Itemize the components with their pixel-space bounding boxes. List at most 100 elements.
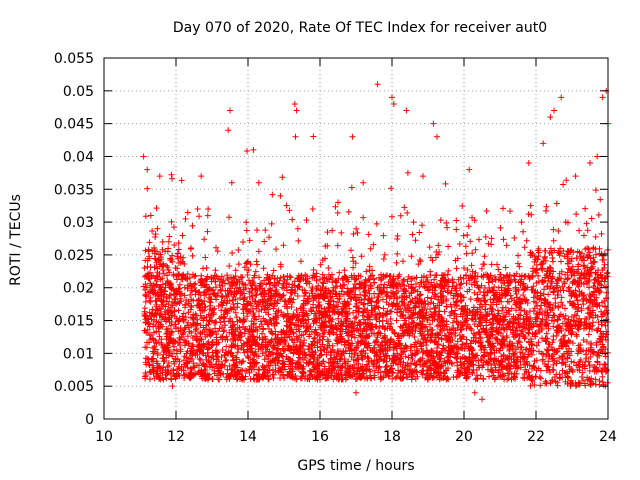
data-point	[401, 204, 408, 211]
data-point	[579, 369, 586, 376]
data-point	[222, 351, 229, 358]
data-point	[166, 233, 173, 240]
data-point	[367, 272, 374, 279]
data-point	[440, 345, 447, 352]
data-point	[279, 174, 286, 181]
data-point	[446, 312, 453, 319]
data-point	[226, 363, 233, 370]
data-point	[253, 258, 260, 265]
data-point	[448, 309, 455, 316]
data-point	[431, 276, 438, 283]
data-point	[243, 259, 250, 266]
data-point	[513, 290, 520, 297]
data-point	[603, 331, 610, 338]
data-point	[157, 365, 164, 372]
data-point	[354, 342, 361, 349]
data-point	[556, 375, 563, 382]
data-point	[523, 346, 530, 353]
data-point	[555, 249, 562, 256]
data-point	[510, 272, 517, 279]
data-point	[192, 272, 199, 279]
data-point	[450, 374, 457, 381]
data-point	[227, 315, 234, 322]
data-point	[423, 309, 430, 316]
data-point	[311, 334, 318, 341]
data-point	[469, 268, 476, 275]
data-point	[244, 313, 251, 320]
data-point	[463, 336, 470, 343]
data-point	[486, 284, 493, 291]
data-point	[486, 373, 493, 380]
data-point	[169, 175, 176, 182]
data-point	[394, 295, 401, 302]
data-point	[159, 281, 166, 288]
data-point	[592, 251, 599, 258]
data-point	[327, 348, 334, 355]
data-point	[438, 349, 445, 356]
data-point	[142, 213, 149, 220]
data-point	[515, 338, 522, 345]
data-point	[456, 285, 463, 292]
data-point	[216, 315, 223, 322]
data-point	[342, 326, 349, 333]
data-point	[561, 253, 568, 260]
data-point	[473, 372, 480, 379]
data-point	[240, 238, 247, 245]
data-point	[425, 287, 432, 294]
data-point	[310, 338, 317, 345]
data-point	[320, 280, 327, 287]
data-point	[557, 245, 564, 252]
data-point	[310, 266, 317, 273]
data-point	[527, 382, 534, 389]
data-point	[161, 358, 168, 365]
data-point	[592, 233, 599, 240]
data-point	[159, 267, 166, 274]
data-point	[169, 252, 176, 259]
data-point	[507, 292, 514, 299]
data-point	[331, 349, 338, 356]
data-point	[494, 261, 501, 268]
data-point	[372, 323, 379, 330]
data-point	[339, 282, 346, 289]
data-point	[354, 322, 361, 329]
data-point	[471, 289, 478, 296]
data-point	[590, 258, 597, 265]
data-point	[554, 316, 561, 323]
data-point	[489, 278, 496, 285]
data-point	[456, 240, 463, 247]
data-point	[191, 371, 198, 378]
data-point	[443, 220, 450, 227]
data-point	[527, 202, 534, 209]
data-point	[580, 232, 587, 239]
data-point	[277, 274, 284, 281]
data-point	[542, 319, 549, 326]
data-point	[394, 250, 401, 257]
data-point	[365, 231, 372, 238]
data-point	[587, 340, 594, 347]
data-point	[430, 374, 437, 381]
data-point	[247, 375, 254, 382]
data-point	[464, 266, 471, 273]
data-point	[562, 305, 569, 312]
data-point	[525, 211, 532, 218]
data-point	[421, 332, 428, 339]
data-point	[294, 225, 301, 232]
data-point	[224, 336, 231, 343]
data-point	[321, 363, 328, 370]
data-point	[145, 320, 152, 327]
data-point	[515, 279, 522, 286]
data-point	[167, 322, 174, 329]
data-point	[325, 338, 332, 345]
data-point	[444, 224, 451, 231]
data-point	[552, 295, 559, 302]
data-point	[516, 303, 523, 310]
data-point	[416, 256, 423, 263]
data-point	[575, 261, 582, 268]
data-point	[165, 266, 172, 273]
data-point	[319, 279, 326, 286]
data-point	[297, 338, 304, 345]
data-point	[568, 358, 575, 365]
data-point	[453, 265, 460, 272]
data-point	[255, 248, 262, 255]
data-point	[481, 261, 488, 268]
